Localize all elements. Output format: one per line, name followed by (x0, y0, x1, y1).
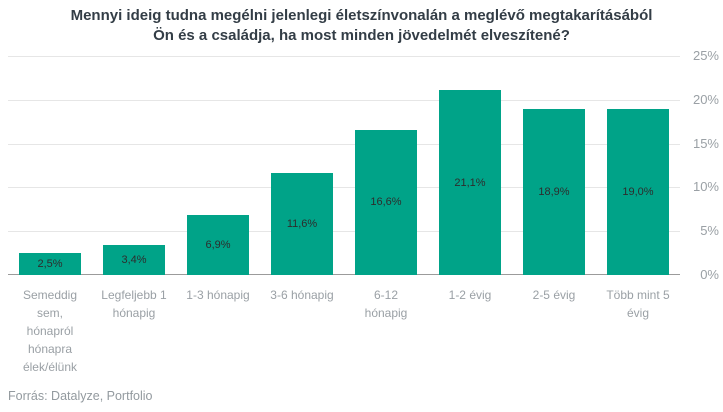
bar-value-label: 18,9% (538, 186, 570, 199)
x-category-label: 3-6 hónapig (270, 288, 334, 302)
x-category-label: Több mint 5 évig (606, 288, 670, 320)
bar (19, 253, 81, 275)
bar-value-label: 3,4% (121, 254, 147, 267)
x-axis: Semeddig sem, hónapról hónapra élek/élün… (8, 286, 680, 382)
bar-value-label: 16,6% (370, 196, 402, 209)
x-axis-line (8, 274, 680, 275)
bar (187, 214, 249, 275)
x-category-label: 1-3 hónapig (186, 288, 250, 302)
bar-value-label: 6,9% (205, 238, 231, 251)
x-category-label: Legfeljebb 1 hónapig (101, 288, 167, 320)
gridline (8, 231, 680, 233)
y-tick-label: 0% (700, 267, 719, 282)
gridline (8, 187, 680, 189)
chart-title-line-1: Mennyi ideig tudna megélni jelenlegi éle… (70, 7, 653, 24)
bar (271, 173, 333, 275)
x-category-label: Semeddig sem, hónapról hónapra élek/élün… (22, 288, 78, 374)
bar-value-label: 19,0% (622, 185, 654, 198)
gridline (8, 56, 680, 57)
y-tick-label: 10% (692, 179, 719, 195)
y-tick-label: 20% (692, 91, 719, 107)
y-tick-label: 15% (692, 135, 719, 151)
x-category-label: 2-5 évig (532, 288, 576, 302)
x-category-label: 1-2 évig (448, 288, 492, 302)
chart-title-line-2: Ön és a családja, ha most minden jövedel… (153, 27, 570, 44)
bar-value-label: 11,6% (286, 218, 318, 231)
bar (523, 109, 585, 275)
y-tick-label: 25% (692, 48, 719, 63)
bar-value-label: 21,1% (454, 176, 486, 189)
gridline (8, 99, 680, 101)
bar-value-label: 2,5% (37, 258, 63, 271)
gridline (8, 143, 680, 145)
x-category-label: 6-12 hónapig (364, 288, 408, 320)
chart-title: Mennyi ideig tudna megélni jelenlegi éle… (0, 6, 723, 46)
bar (355, 129, 417, 275)
source-text: Forrás: Datalyze, Portfolio (8, 389, 153, 403)
bar (607, 108, 669, 275)
y-tick-label: 5% (700, 223, 719, 239)
bar (439, 90, 501, 275)
plot-area: 2,5% 3,4% 6,9% 11,6% 16,6% 21,1% 18,9% 19,0% (8, 56, 680, 275)
bar (103, 245, 165, 275)
